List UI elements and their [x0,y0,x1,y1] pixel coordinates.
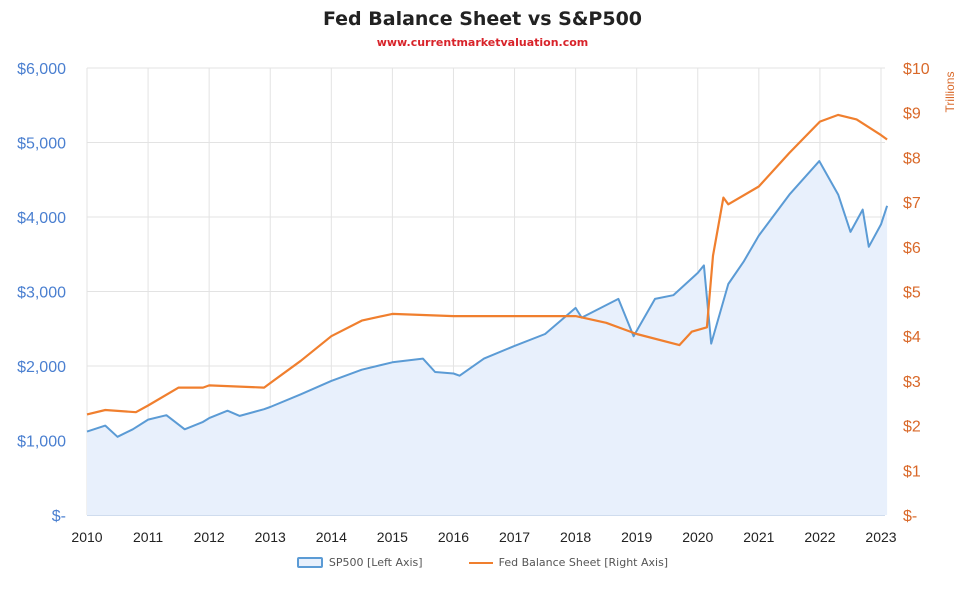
x-tick-label: 2017 [499,529,530,545]
left-tick-label: $4,000 [17,210,66,227]
right-tick-label: $5 [903,285,921,302]
sp500-area [87,161,888,515]
right-tick-label: $10 [903,61,930,78]
x-tick-label: 2021 [743,529,774,545]
right-tick-label: $- [903,508,917,525]
legend-label-fed: Fed Balance Sheet [Right Axis] [498,556,669,569]
legend-swatch-fed [468,561,493,564]
chart-subtitle: www.currentmarketvaluation.com [376,36,589,49]
chart-title: Fed Balance Sheet vs S&P500 [322,8,643,30]
legend-label-sp500: SP500 [Left Axis] [328,556,423,569]
fed-balance-line [86,113,888,416]
x-tick-label: 2012 [194,529,225,545]
left-tick-label: $1,000 [17,434,66,451]
legend-swatch-sp500 [296,557,323,568]
x-tick-label: 2010 [71,529,102,545]
x-tick-label: 2015 [377,529,408,545]
right-tick-label: $9 [903,106,921,123]
x-tick-label: 2020 [682,529,713,545]
right-tick-label: $4 [903,329,921,346]
left-tick-label: $3,000 [17,285,66,302]
left-tick-label: $6,000 [17,61,66,78]
legend-item-fed[interactable]: Fed Balance Sheet [Right Axis] [468,556,669,569]
right-tick-label: $7 [903,195,921,212]
x-tick-label: 2016 [438,529,469,545]
legend: SP500 [Left Axis] Fed Balance Sheet [Rig… [0,556,965,569]
x-tick-label: 2013 [255,529,286,545]
legend-item-sp500[interactable]: SP500 [Left Axis] [296,556,423,569]
right-tick-label: $2 [903,419,921,436]
right-tick-label: $8 [903,150,921,167]
left-tick-label: $2,000 [17,359,66,376]
x-tick-label: 2019 [621,529,652,545]
right-axis-label: Trillions [943,72,957,113]
x-tick-label: 2011 [133,529,163,545]
left-tick-label: $- [52,508,66,525]
left-tick-label: $5,000 [17,136,66,153]
sp500-line [86,160,889,438]
right-tick-label: $6 [903,240,921,257]
right-tick-label: $1 [903,463,921,480]
right-tick-label: $3 [903,374,921,391]
x-tick-label: 2014 [316,529,347,545]
x-tick-label: 2023 [865,529,896,545]
x-tick-label: 2022 [804,529,835,545]
x-tick-label: 2018 [560,529,591,545]
